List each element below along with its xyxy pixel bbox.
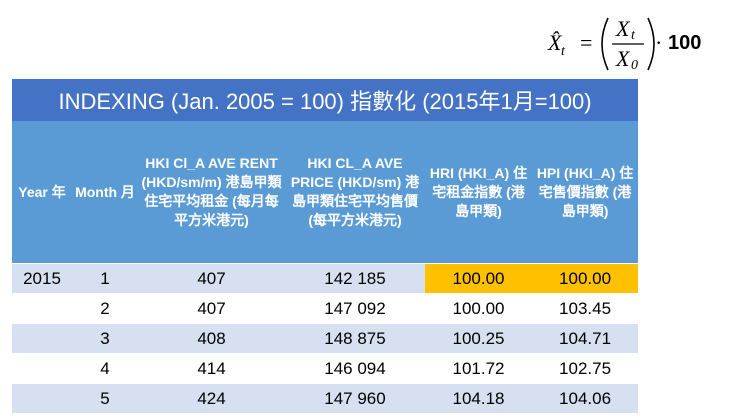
table-title: INDEXING (Jan. 2005 = 100) 指數化 (2015年1月=… bbox=[12, 78, 639, 121]
formula-text: t bbox=[631, 28, 635, 43]
table-cell: 100.00 bbox=[425, 263, 532, 294]
parentheses bbox=[601, 17, 655, 71]
table-cell: 424 bbox=[138, 383, 285, 413]
table-row: 4 414 146 094 101.72 102.75 bbox=[12, 353, 639, 384]
table-row: 2 407 147 092 100.00 103.45 bbox=[12, 293, 639, 324]
table-cell: 408 bbox=[138, 323, 285, 354]
table-cell: 4 bbox=[72, 353, 138, 384]
table-cell: 100.25 bbox=[425, 323, 532, 354]
table-cell bbox=[12, 383, 72, 413]
table-cell bbox=[12, 323, 72, 354]
column-header: Year 年 bbox=[12, 121, 72, 264]
table-cell bbox=[12, 353, 72, 384]
index-table: INDEXING (Jan. 2005 = 100) 指數化 (2015年1月=… bbox=[12, 78, 639, 413]
table-cell: 414 bbox=[138, 353, 285, 384]
table-cell: 5 bbox=[72, 383, 138, 413]
formula-text: t bbox=[561, 44, 565, 59]
table-cell: 104.71 bbox=[532, 323, 639, 354]
column-header: HKI Cl_A AVE RENT (HKD/sm/m) 港島甲類住宅平均租金 … bbox=[138, 121, 285, 264]
formula-text: X bbox=[616, 46, 630, 71]
formula-text: · bbox=[655, 30, 663, 55]
table-cell: 407 bbox=[138, 293, 285, 324]
table-cell: 1 bbox=[72, 263, 138, 294]
table-cell: 142 185 bbox=[285, 263, 425, 294]
table-cell: 148 875 bbox=[285, 323, 425, 354]
table-cell: 104.18 bbox=[425, 383, 532, 413]
table-cell: 104.06 bbox=[532, 383, 639, 413]
table-cell: 101.72 bbox=[425, 353, 532, 384]
table-row: 5 424 147 960 104.18 104.06 bbox=[12, 383, 639, 413]
formula-text: 100 bbox=[668, 32, 702, 54]
table-cell: 147 092 bbox=[285, 293, 425, 324]
column-header: HRI (HKI_A) 住宅租金指數 (港島甲類) bbox=[425, 121, 532, 264]
formula-text: = bbox=[580, 30, 593, 55]
table-cell: 103.45 bbox=[532, 293, 639, 324]
formula-text: X̂ bbox=[548, 30, 562, 55]
table-cell bbox=[12, 293, 72, 324]
formula-text: 0 bbox=[631, 58, 638, 73]
column-header: HPI (HKI_A) 住宅售價指數 (港島甲類) bbox=[532, 121, 639, 264]
table-row: 2015 1 407 142 185 100.00 100.00 bbox=[12, 263, 639, 294]
table-cell: 100.00 bbox=[532, 263, 639, 294]
column-header: Month 月 bbox=[72, 121, 138, 264]
table-cell: 2 bbox=[72, 293, 138, 324]
table-cell: 147 960 bbox=[285, 383, 425, 413]
column-header: HKI CL_A AVE PRICE (HKD/sm) 港島甲類住宅平均售價 (… bbox=[285, 121, 425, 264]
table-cell: 146 094 bbox=[285, 353, 425, 384]
table-cell: 3 bbox=[72, 323, 138, 354]
table-cell: 102.75 bbox=[532, 353, 639, 384]
table-cell: 2015 bbox=[12, 263, 72, 294]
table-cell: 100.00 bbox=[425, 293, 532, 324]
table-cell: 407 bbox=[138, 263, 285, 294]
formula: X̂ t = X t X 0 · 100 bbox=[548, 14, 718, 74]
table-row: 3 408 148 875 100.25 104.71 bbox=[12, 323, 639, 354]
formula-text: X bbox=[616, 16, 630, 41]
